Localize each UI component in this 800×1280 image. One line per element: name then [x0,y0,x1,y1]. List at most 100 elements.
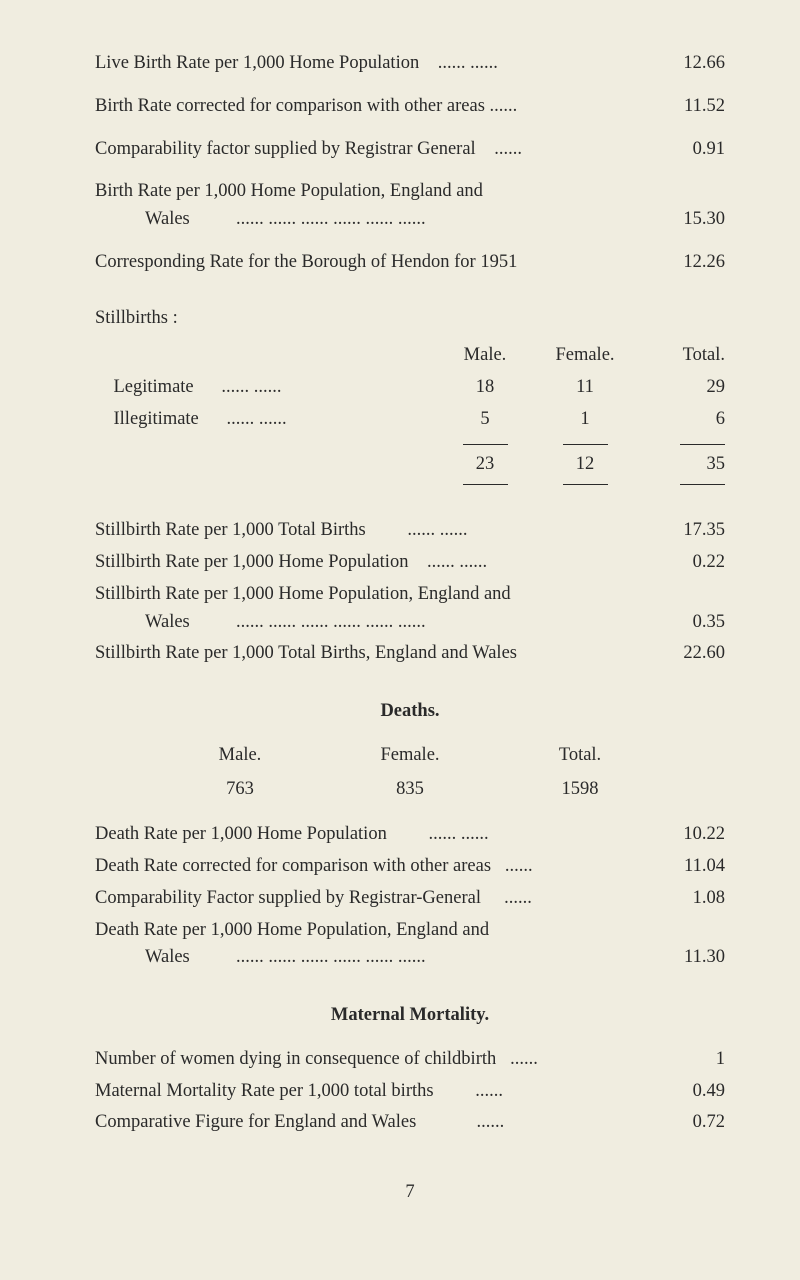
row-label: Legitimate [114,377,194,397]
stat-value: 0.35 [655,609,725,637]
stat-text: Comparative Figure for England and Wales [95,1112,416,1132]
cell-total: 6 [635,406,725,434]
stat-label: Death Rate per 1,000 Home Population, En… [95,917,655,973]
dots: ...... ...... [227,409,287,429]
stat-row: Stillbirth Rate per 1,000 Home Populatio… [95,549,725,577]
stat-label: Maternal Mortality Rate per 1,000 total … [95,1078,655,1106]
stat-value: 1 [655,1046,725,1074]
dots: ...... [504,888,532,908]
stillbirths-heading: Stillbirths : [95,305,725,333]
header-male: Male. [435,342,535,370]
header-female: Female. [350,742,470,770]
stat-row: Comparability factor supplied by Registr… [95,136,725,164]
stat-value: 0.49 [655,1078,725,1106]
cell-male: 18 [435,374,535,402]
stat-text-line1: Stillbirth Rate per 1,000 Home Populatio… [95,581,635,609]
cell-female: 1 [535,406,635,434]
dots: ...... ...... [438,53,498,73]
dots: ...... ...... [221,377,281,397]
dots: ...... [476,1112,504,1132]
stat-label: Death Rate corrected for comparison with… [95,853,655,881]
spacer [95,489,725,517]
stat-label: Live Birth Rate per 1,000 Home Populatio… [95,50,655,78]
stat-row: Corresponding Rate for the Borough of He… [95,249,725,277]
row-label: Illegitimate [114,409,199,429]
stat-row: Comparative Figure for England and Wales… [95,1109,725,1137]
header-male: Male. [180,742,300,770]
table-totals: 23 12 35 [95,444,725,486]
stat-value: 11.04 [655,853,725,881]
total-female: 12 [535,444,635,486]
stat-value: 11.30 [655,944,725,972]
total-male: 23 [435,444,535,486]
stat-value: 11.52 [655,93,725,121]
stat-label: Number of women dying in consequence of … [95,1046,655,1074]
stat-label: Death Rate per 1,000 Home Population ...… [95,821,655,849]
stat-value: 1.08 [655,885,725,913]
table-row: Illegitimate ...... ...... 5 1 6 [95,406,725,434]
stat-row: Live Birth Rate per 1,000 Home Populatio… [95,50,725,78]
cell-male: 5 [435,406,535,434]
dots: ...... [475,1081,503,1101]
page-content: Live Birth Rate per 1,000 Home Populatio… [0,0,800,1237]
stat-row: Birth Rate corrected for comparison with… [95,93,725,121]
stat-row: Comparability Factor supplied by Registr… [95,885,725,913]
stat-text: Stillbirth Rate per 1,000 Home Populatio… [95,552,408,572]
stat-row: Stillbirth Rate per 1,000 Home Populatio… [95,581,725,637]
stat-row: Death Rate per 1,000 Home Population ...… [95,821,725,849]
header-total: Total. [635,342,725,370]
wales-label: Wales [145,947,190,967]
deaths-heading: Deaths. [95,698,725,726]
stat-text: Death Rate per 1,000 Home Population [95,824,387,844]
stat-text: Comparability Factor supplied by Registr… [95,888,481,908]
stat-row: Death Rate per 1,000 Home Population, En… [95,917,725,973]
stat-value: 22.60 [655,640,725,668]
stat-text: Stillbirth Rate per 1,000 Total Births [95,520,366,540]
stat-row: Stillbirth Rate per 1,000 Total Births .… [95,517,725,545]
stat-value: 0.91 [655,136,725,164]
dots: ...... ...... ...... ...... ...... .....… [236,612,426,632]
stat-text-line2: Wales ...... ...... ...... ...... ......… [95,609,635,637]
stat-value: 10.22 [655,821,725,849]
stat-text: Death Rate corrected for comparison with… [95,856,491,876]
maternal-heading: Maternal Mortality. [95,1002,725,1030]
dots: ...... ...... [428,824,488,844]
dots: ...... ...... [407,520,467,540]
stat-value: 15.30 [655,206,725,234]
dots: ...... [505,856,533,876]
header-total: Total. [520,742,640,770]
stat-value: 0.22 [655,549,725,577]
total-total: 35 [635,444,725,486]
stat-row: Maternal Mortality Rate per 1,000 total … [95,1078,725,1106]
stat-text: Live Birth Rate per 1,000 Home Populatio… [95,53,419,73]
value-total: 1598 [520,776,640,804]
stat-label: Corresponding Rate for the Borough of He… [95,249,655,277]
dots: ...... ...... ...... ...... ...... .....… [236,947,426,967]
blank-cell [95,342,435,370]
cell-total: 29 [635,374,725,402]
row-label-cell: Illegitimate ...... ...... [95,406,435,434]
stat-value: 12.66 [655,50,725,78]
stat-row: Stillbirth Rate per 1,000 Total Births, … [95,640,725,668]
stat-label: Comparability Factor supplied by Registr… [95,885,655,913]
cell-female: 11 [535,374,635,402]
page-number: 7 [95,1179,725,1207]
header-female: Female. [535,342,635,370]
stat-label: Comparative Figure for England and Wales… [95,1109,655,1137]
stat-label: Stillbirth Rate per 1,000 Total Births .… [95,517,655,545]
dots: ...... [494,139,522,159]
row-label-cell: Legitimate ...... ...... [95,374,435,402]
stat-row: Number of women dying in consequence of … [95,1046,725,1074]
stat-text-line1: Death Rate per 1,000 Home Population, En… [95,917,635,945]
deaths-header-row: Male. Female. Total. [95,742,725,770]
stat-label: Birth Rate corrected for comparison with… [95,93,655,121]
stat-text: Maternal Mortality Rate per 1,000 total … [95,1081,434,1101]
stat-label: Comparability factor supplied by Registr… [95,136,655,164]
blank-cell [95,444,435,486]
stat-row: Birth Rate per 1,000 Home Population, En… [95,178,725,234]
table-row: Legitimate ...... ...... 18 11 29 [95,374,725,402]
stat-text-line2: Wales ...... ...... ...... ...... ......… [95,944,635,972]
stat-value: 12.26 [655,249,725,277]
stat-label: Birth Rate per 1,000 Home Population, En… [95,178,655,234]
stat-text-line1: Birth Rate per 1,000 Home Population, En… [95,178,635,206]
